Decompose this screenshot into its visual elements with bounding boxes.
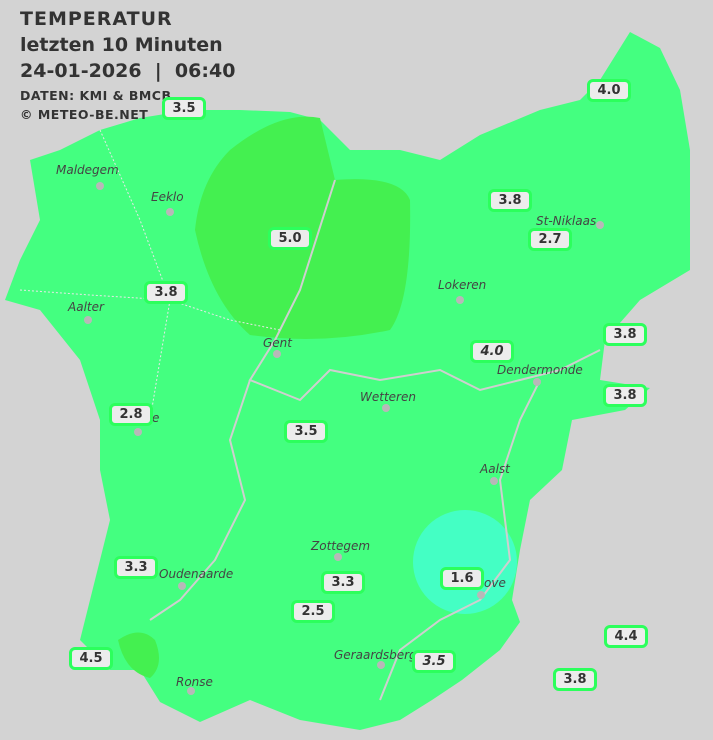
copyright: © METEO-BE.NET	[20, 107, 149, 122]
city-label: Maldegem	[56, 163, 119, 177]
roads	[19, 129, 281, 421]
map-title: TEMPERATUR	[20, 8, 173, 30]
temperature-label[interactable]: 4.0	[470, 340, 514, 363]
province-area	[5, 32, 690, 730]
temperature-label[interactable]: 2.5	[291, 600, 335, 623]
city-dot	[187, 687, 195, 695]
city-dot	[178, 582, 186, 590]
city-label: Lokeren	[438, 278, 487, 292]
city-dot	[166, 208, 174, 216]
city-label: Dendermonde	[497, 363, 583, 377]
city-label: Eeklo	[151, 190, 184, 204]
city-label: Aalst	[480, 462, 510, 476]
city-label: Oudenaarde	[159, 567, 234, 581]
temperature-label[interactable]: 4.0	[587, 79, 631, 102]
city-label: Geraardsberg	[334, 648, 417, 662]
city-dot	[533, 378, 541, 386]
cold-zone	[413, 510, 517, 614]
city-label: Ronse	[176, 675, 213, 689]
warm-zone-southwest	[118, 632, 159, 678]
temperature-label[interactable]: 3.3	[114, 556, 158, 579]
temperature-label[interactable]: 3.8	[603, 384, 647, 407]
temperature-label[interactable]: 4.4	[604, 625, 648, 648]
city-label: ove	[484, 576, 506, 590]
temperature-label[interactable]: 3.3	[321, 571, 365, 594]
temperature-label[interactable]: 4.5	[69, 647, 113, 670]
temperature-label[interactable]: 3.8	[144, 281, 188, 304]
map-subtitle: letzten 10 Minuten	[20, 34, 223, 56]
city-dot	[477, 591, 485, 599]
temperature-label[interactable]: 3.8	[488, 189, 532, 212]
city-dot	[377, 661, 385, 669]
temperature-label[interactable]: 2.8	[109, 403, 153, 426]
city-dot	[456, 296, 464, 304]
city-label: Zottegem	[311, 539, 371, 553]
map-datetime: 24-01-2026 | 06:40	[20, 60, 236, 82]
city-dot	[490, 477, 498, 485]
city-dot	[334, 553, 342, 561]
city-label: St-Niklaas	[536, 214, 597, 228]
city-dot	[382, 404, 390, 412]
city-dot	[96, 182, 104, 190]
city-dot	[273, 350, 281, 358]
temperature-label[interactable]: 3.5	[412, 650, 456, 673]
city-label: Wetteren	[360, 390, 416, 404]
city-dot	[134, 428, 142, 436]
city-dot	[596, 221, 604, 229]
rivers	[149, 179, 601, 701]
temperature-label[interactable]: 3.5	[162, 97, 206, 120]
temperature-label[interactable]: 5.0	[268, 227, 312, 250]
temperature-label[interactable]: 2.7	[528, 228, 572, 251]
city-dot	[84, 316, 92, 324]
temperature-label[interactable]: 1.6	[440, 567, 484, 590]
city-label: Gent	[263, 336, 292, 350]
city-label: Aalter	[68, 300, 104, 314]
city-label: e	[152, 411, 160, 425]
temperature-label[interactable]: 3.8	[553, 668, 597, 691]
temperature-label[interactable]: 3.5	[284, 420, 328, 443]
temperature-label[interactable]: 3.8	[603, 323, 647, 346]
data-source: DATEN: KMI & BMCB	[20, 88, 172, 103]
